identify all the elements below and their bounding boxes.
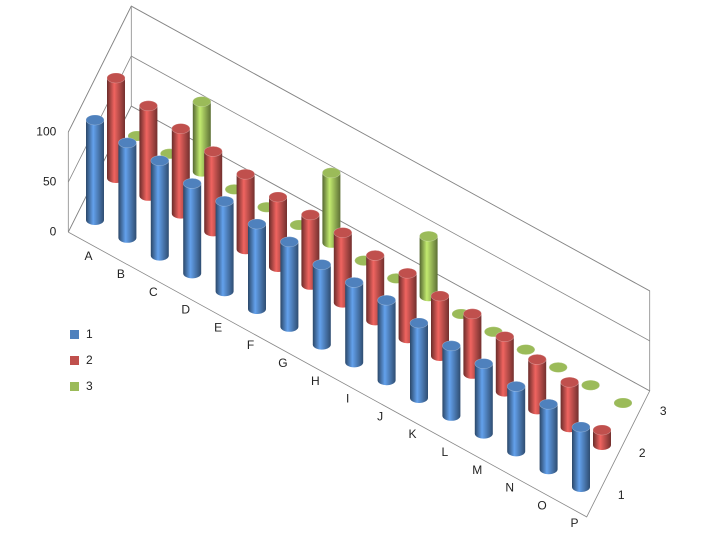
legend-label: 1	[86, 327, 93, 341]
cylinder-cap	[139, 100, 158, 112]
x-tick-label: A	[84, 249, 92, 263]
cylinder-cap	[312, 259, 332, 270]
cylinder	[572, 422, 590, 492]
cylinder	[215, 196, 234, 297]
cylinder-cap	[560, 376, 579, 388]
cylinder-cap	[571, 421, 591, 433]
cylinder	[507, 381, 526, 457]
x-tick-label: F	[247, 338, 254, 352]
cylinder-cap	[409, 317, 429, 329]
x-tick-label: O	[537, 498, 546, 512]
cylinder	[528, 354, 547, 415]
cylinder-cap	[495, 331, 515, 342]
cylinder	[183, 178, 202, 279]
cylinder-cap	[548, 362, 568, 373]
x-tick-label: D	[181, 303, 190, 317]
cylinder-cap	[516, 344, 536, 355]
cylinder-cap	[344, 277, 364, 288]
cylinder-cap	[247, 218, 267, 230]
cylinder-cap	[463, 308, 482, 320]
cylinder-cap	[150, 155, 170, 166]
cylinder-cap	[301, 209, 320, 221]
depth-tick-label: 3	[660, 404, 667, 418]
cylinder-cap	[613, 397, 633, 409]
cylinder-cap	[430, 290, 450, 302]
cylinder	[419, 231, 438, 302]
y-tick-label: 100	[36, 124, 56, 138]
cylinder-cap	[118, 137, 137, 149]
cylinder-cap	[268, 191, 288, 203]
cylinder-cap	[527, 354, 547, 365]
cylinder-cap	[215, 195, 234, 207]
cylinder-cap	[280, 236, 299, 248]
cylinder	[345, 277, 364, 368]
cylinder-cap	[592, 424, 612, 436]
cylinder	[322, 167, 341, 248]
x-tick-label: C	[149, 285, 158, 299]
x-tick-label: N	[505, 481, 514, 495]
cylinder-cap	[85, 114, 105, 126]
x-tick-label: E	[214, 320, 222, 334]
cylinder-cap	[182, 178, 202, 189]
cylinder-cap	[442, 340, 461, 352]
cylinder-cap	[377, 294, 396, 306]
cylinder-cap	[106, 72, 126, 84]
x-tick-label: K	[408, 427, 416, 441]
x-tick-label: M	[472, 463, 482, 477]
cylinder	[442, 340, 461, 421]
cylinder	[248, 219, 266, 314]
legend-label: 3	[86, 379, 93, 393]
x-tick-label: I	[346, 392, 349, 406]
cylinder	[86, 115, 104, 225]
cylinder	[118, 137, 137, 243]
x-tick-label: G	[278, 356, 287, 370]
cylinder	[495, 331, 514, 397]
x-tick-label: L	[442, 445, 449, 459]
cylinder-cap	[539, 398, 558, 410]
cylinder-cap	[322, 167, 341, 179]
legend-label: 2	[86, 353, 93, 367]
cylinder	[474, 358, 493, 439]
cylinder-cap	[506, 381, 526, 392]
depth-tick-label: 1	[618, 488, 625, 502]
legend-swatch	[70, 382, 79, 391]
x-tick-label: P	[570, 516, 578, 530]
cylinder	[377, 295, 396, 386]
cylinder-cap	[192, 96, 212, 107]
cylinder-cap	[236, 168, 255, 180]
cylinder	[280, 236, 299, 332]
legend-swatch	[70, 330, 79, 339]
cylinder	[312, 259, 331, 350]
cylinder	[560, 377, 579, 433]
y-tick-label: 50	[43, 174, 57, 188]
grid-line	[67, 5, 650, 292]
cylinder-cap	[474, 358, 494, 369]
cylinder-cap	[365, 250, 385, 261]
x-tick-label: H	[311, 374, 320, 388]
cylinder-cap	[398, 267, 417, 279]
cylinder-cap	[419, 230, 438, 242]
y-tick-label: 0	[50, 224, 57, 238]
x-tick-label: B	[117, 267, 125, 281]
cylinder-cap	[581, 379, 600, 391]
x-tick-label: J	[377, 409, 383, 423]
depth-tick-label: 2	[639, 446, 646, 460]
cylinder-cap	[171, 123, 191, 134]
cylinder	[410, 318, 428, 403]
cylinder-cap	[333, 227, 353, 238]
cylinder	[150, 155, 169, 261]
cylinder-cap	[203, 146, 223, 157]
cylinder	[539, 399, 558, 475]
legend-swatch	[70, 356, 79, 365]
